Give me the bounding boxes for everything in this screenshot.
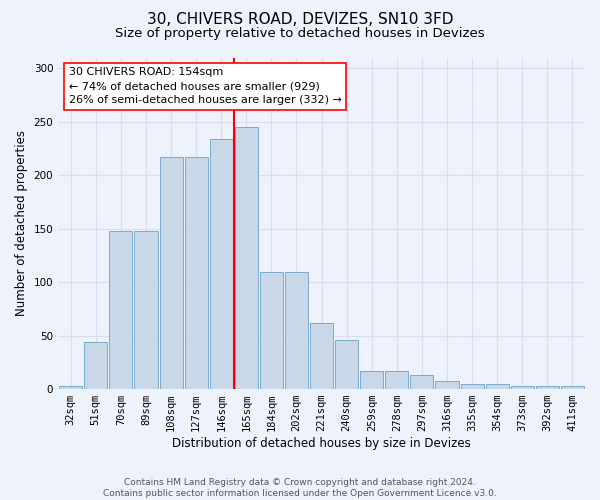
Bar [285, 272, 308, 389]
Bar [511, 386, 534, 389]
Bar [360, 371, 383, 389]
Bar [235, 127, 258, 389]
X-axis label: Distribution of detached houses by size in Devizes: Distribution of detached houses by size … [172, 437, 471, 450]
Bar [410, 375, 433, 389]
Bar [485, 384, 509, 389]
Text: 30 CHIVERS ROAD: 154sqm
← 74% of detached houses are smaller (929)
26% of semi-d: 30 CHIVERS ROAD: 154sqm ← 74% of detache… [69, 68, 341, 106]
Bar [385, 371, 409, 389]
Bar [561, 386, 584, 389]
Bar [59, 386, 82, 389]
Bar [84, 342, 107, 389]
Bar [209, 139, 233, 389]
Bar [134, 231, 158, 389]
Bar [185, 157, 208, 389]
Y-axis label: Number of detached properties: Number of detached properties [15, 130, 28, 316]
Bar [335, 340, 358, 389]
Text: 30, CHIVERS ROAD, DEVIZES, SN10 3FD: 30, CHIVERS ROAD, DEVIZES, SN10 3FD [147, 12, 453, 28]
Bar [109, 231, 133, 389]
Bar [461, 384, 484, 389]
Bar [260, 272, 283, 389]
Bar [536, 386, 559, 389]
Bar [310, 323, 333, 389]
Text: Contains HM Land Registry data © Crown copyright and database right 2024.
Contai: Contains HM Land Registry data © Crown c… [103, 478, 497, 498]
Bar [436, 380, 458, 389]
Text: Size of property relative to detached houses in Devizes: Size of property relative to detached ho… [115, 28, 485, 40]
Bar [160, 157, 182, 389]
